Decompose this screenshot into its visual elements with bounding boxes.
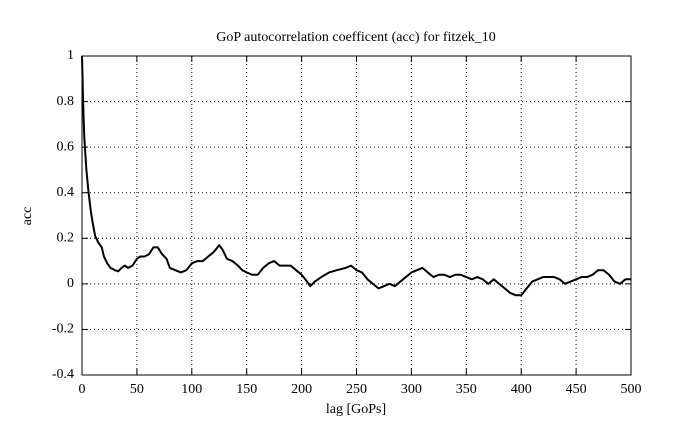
plot-frame xyxy=(81,55,632,376)
y-tick-label: 0.4 xyxy=(57,185,75,200)
y-axis-label: acc xyxy=(20,207,35,226)
y-tick-label: 1 xyxy=(67,48,74,63)
x-tick-label: 150 xyxy=(236,382,257,397)
y-tick-label: -0.4 xyxy=(52,367,74,382)
x-tick-label: 500 xyxy=(621,382,642,397)
x-tick-label: 200 xyxy=(291,382,312,397)
data-line xyxy=(81,55,631,297)
y-tick-label: 0.8 xyxy=(57,94,75,109)
x-tick-label: 50 xyxy=(130,382,144,397)
x-tick-label: 0 xyxy=(79,382,86,397)
y-tick-label: 0.2 xyxy=(57,231,75,246)
x-tick-label: 300 xyxy=(401,382,422,397)
y-tick-label: 0.6 xyxy=(57,139,75,154)
chart-title: GoP autocorrelation coefficent (acc) for… xyxy=(216,30,495,45)
y-tick-label: -0.2 xyxy=(52,322,74,337)
x-tick-label: 400 xyxy=(511,382,532,397)
x-tick-label: 100 xyxy=(181,382,202,397)
x-axis-label: lag [GoPs] xyxy=(326,402,386,417)
x-tick-label: 350 xyxy=(456,382,477,397)
y-tick-label: 0 xyxy=(67,276,74,291)
x-tick-label: 450 xyxy=(566,382,587,397)
x-tick-label: 250 xyxy=(346,382,367,397)
